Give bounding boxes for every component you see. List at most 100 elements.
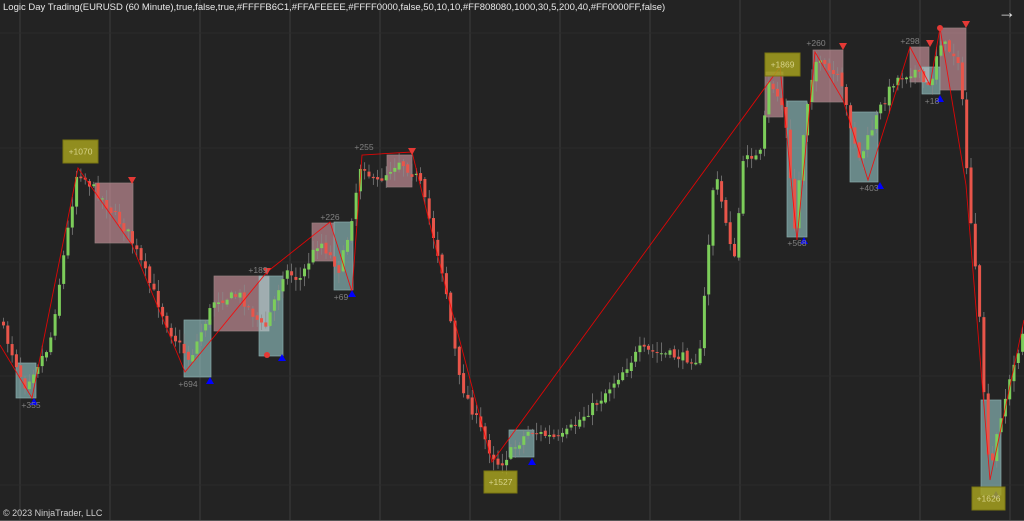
bearish-candle — [260, 318, 263, 323]
bullish-candle — [905, 77, 908, 80]
bullish-candle — [896, 77, 900, 86]
bullish-candle — [694, 362, 698, 365]
bullish-candle — [199, 332, 203, 342]
bullish-candle — [565, 428, 569, 435]
bullish-candle — [225, 299, 229, 305]
bearish-candle — [780, 97, 784, 106]
bearish-candle — [380, 178, 384, 181]
bullish-candle — [741, 161, 745, 214]
bearish-candle — [827, 63, 831, 71]
trade-profit-label: +18 — [925, 96, 940, 106]
bullish-candle — [57, 284, 61, 316]
bearish-candle — [677, 356, 681, 360]
bullish-candle — [681, 352, 685, 361]
bullish-candle — [526, 431, 530, 436]
bullish-candle — [346, 239, 349, 252]
bullish-candle — [350, 221, 354, 241]
bullish-candle — [625, 369, 629, 373]
bullish-candle — [75, 176, 79, 207]
bearish-candle — [113, 210, 117, 212]
bullish-candle — [767, 82, 771, 115]
bullish-candle — [195, 341, 199, 354]
bearish-candle — [965, 99, 969, 169]
bearish-candle — [535, 433, 539, 435]
bearish-candle — [750, 155, 754, 159]
bearish-candle — [139, 248, 143, 261]
bearish-candle — [131, 231, 134, 244]
bearish-candle — [79, 176, 83, 179]
bullish-candle — [801, 135, 805, 181]
bearish-candle — [788, 129, 792, 179]
bullish-candle — [569, 424, 573, 428]
long-entry-triangle-icon — [936, 95, 944, 102]
bearish-candle — [720, 181, 724, 202]
bullish-candle — [599, 400, 603, 404]
bullish-candle — [698, 348, 702, 364]
bearish-candle — [793, 178, 797, 229]
bullish-candle — [638, 345, 642, 353]
bullish-candle — [1021, 333, 1024, 352]
bearish-candle — [290, 271, 294, 276]
total-profit-box — [62, 139, 99, 164]
bullish-candle — [518, 445, 521, 449]
bearish-candle — [401, 161, 405, 167]
bearish-candle — [771, 83, 775, 90]
bearish-candle — [948, 40, 951, 52]
bearish-candle — [685, 350, 689, 363]
total-profit-label: +1869 — [771, 60, 795, 70]
bearish-candle — [973, 223, 977, 267]
bullish-candle — [711, 190, 715, 246]
bearish-candle — [496, 458, 500, 465]
bullish-candle — [758, 149, 762, 154]
bearish-candle — [840, 72, 844, 87]
bearish-candle — [487, 440, 491, 454]
bullish-candle — [664, 353, 668, 355]
bearish-candle — [444, 273, 448, 295]
bearish-candle — [143, 261, 147, 269]
bullish-candle — [616, 379, 620, 385]
bearish-candle — [530, 432, 534, 434]
total-profit-label: +1070 — [69, 147, 93, 157]
bullish-candle — [879, 104, 883, 114]
long-trade-box — [508, 429, 535, 458]
bearish-candle — [595, 403, 599, 405]
bullish-candle — [62, 255, 66, 284]
bearish-candle — [462, 373, 466, 394]
bearish-candle — [406, 164, 410, 173]
arrow-right-icon[interactable]: → — [998, 2, 1016, 22]
bearish-candle — [174, 335, 177, 342]
short-entry-triangle-icon — [128, 177, 136, 184]
bullish-candle — [604, 393, 607, 403]
bearish-candle — [14, 354, 18, 368]
bearish-candle — [440, 254, 444, 274]
short-entry-triangle-icon — [926, 40, 934, 47]
bearish-candle — [728, 222, 732, 245]
bullish-candle — [414, 173, 418, 176]
bearish-candle — [466, 394, 470, 399]
bearish-candle — [10, 344, 14, 356]
bearish-candle — [655, 352, 659, 354]
bullish-candle — [561, 432, 564, 437]
bearish-candle — [690, 362, 693, 364]
total-profit-box — [483, 470, 518, 494]
bearish-candle — [427, 198, 431, 219]
short-entry-triangle-icon — [263, 268, 271, 275]
trade-profit-label: +298 — [900, 36, 919, 46]
bearish-candle — [857, 142, 861, 158]
bullish-candle — [298, 277, 302, 280]
bullish-candle — [586, 415, 590, 417]
bearish-candle — [922, 71, 926, 83]
bearish-candle — [178, 340, 182, 343]
bearish-candle — [165, 315, 169, 328]
bearish-candle — [255, 315, 259, 320]
bullish-candle — [578, 419, 582, 427]
bearish-candle — [410, 174, 414, 177]
trade-profit-label: +403 — [859, 183, 878, 193]
bullish-candle — [737, 213, 741, 258]
bullish-candle — [810, 79, 814, 103]
bullish-candle — [1016, 353, 1020, 364]
bearish-candle — [324, 242, 328, 254]
bullish-candle — [522, 436, 526, 445]
